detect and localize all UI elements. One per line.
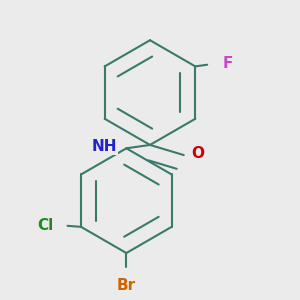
Text: Br: Br [117, 278, 136, 292]
Text: NH: NH [92, 139, 117, 154]
Text: Cl: Cl [38, 218, 54, 232]
Text: F: F [222, 56, 233, 70]
Text: O: O [191, 146, 204, 161]
